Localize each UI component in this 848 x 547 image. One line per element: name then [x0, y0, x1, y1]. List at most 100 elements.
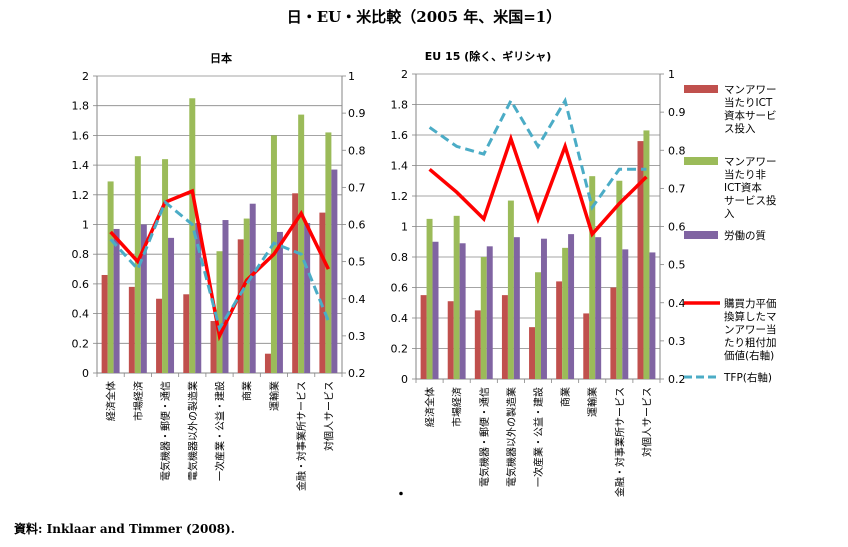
- legend-label-line: マンアワー: [724, 84, 777, 96]
- x-tick-label: 電気機器・郵便・通信: [159, 381, 172, 481]
- bar-nonict: [616, 180, 623, 379]
- x-tick-label: 一次産業・公益・建設: [532, 387, 545, 487]
- legend-label-line: TFP(右軸): [723, 371, 772, 384]
- y2-tick-label: 0.4: [348, 293, 366, 306]
- y2-tick-label: 0.7: [668, 182, 686, 195]
- bar-ict: [128, 286, 135, 373]
- bar-ict: [101, 274, 108, 373]
- y2-tick-label: 1: [668, 68, 675, 81]
- chart-title: 日本: [210, 51, 232, 65]
- y-tick-label: 1: [401, 221, 408, 234]
- y-tick-label: 0: [401, 373, 408, 386]
- y2-tick-label: 1: [348, 70, 355, 83]
- y-tick-label: 0.6: [391, 282, 409, 295]
- chart-title: EU 15 (除く、ギリシャ): [425, 49, 551, 63]
- bar-nonict: [589, 176, 596, 379]
- chart-japan: 日本 0 0.2 0.4 0.6 0.8 1 1.2 1.4 1.6 1.8 2 0.2 0.3 0.4 0.…: [72, 51, 366, 491]
- bar-labor: [540, 238, 547, 379]
- y2-tick-label: 0.9: [348, 107, 366, 120]
- x-tick-label: 市場経済: [132, 381, 145, 421]
- bar-nonict: [643, 130, 650, 379]
- bar-ict: [529, 327, 536, 379]
- bar-nonict: [453, 215, 460, 379]
- x-tick-label: 対個人サービス: [640, 387, 653, 457]
- bar-labor: [249, 203, 256, 373]
- y-tick-label: 0.4: [391, 312, 409, 325]
- x-tick-label: 一次産業・公益・建設: [214, 381, 227, 481]
- bar-ict: [183, 294, 190, 373]
- bar-ict: [210, 321, 217, 373]
- y-tick-label: 1.4: [391, 160, 409, 173]
- y2-tick-label: 0.7: [348, 181, 366, 194]
- bar-nonict: [507, 200, 514, 379]
- bar-labor: [459, 243, 466, 379]
- bar-labor: [622, 249, 629, 379]
- bar-labor: [649, 252, 656, 379]
- bar-labor: [113, 228, 120, 373]
- x-tick-label: 金融・対事業所サービス: [613, 387, 626, 497]
- bar-labor: [595, 237, 602, 379]
- legend-label: TFP(右軸): [723, 371, 772, 384]
- y2-tick-label: 0.5: [348, 256, 366, 269]
- bar-nonict: [216, 251, 223, 373]
- bar-nonict: [298, 114, 305, 374]
- bar-nonict: [107, 181, 114, 373]
- bar-ict: [237, 239, 244, 373]
- legend-label-line: 労働の質: [724, 229, 766, 242]
- y-tick-label: 0.2: [72, 337, 90, 350]
- legend-label-line: 当たり非: [724, 168, 766, 181]
- y2-tick-label: 0.8: [348, 144, 366, 157]
- y-tick-label: 0.6: [72, 278, 90, 291]
- legend-label: 購買力平価換算したマンアワー当たり粗付加価値(右軸): [724, 297, 777, 362]
- bar-ict: [420, 295, 427, 379]
- x-tick-label: 電気機器以外の製造業: [505, 387, 518, 487]
- bar-labor: [331, 169, 338, 373]
- legend-label: マンアワー当たりICT 資本サービス投入: [724, 84, 777, 135]
- legend-label-line: たり粗付加: [724, 336, 777, 349]
- y-tick-label: 1: [82, 219, 89, 232]
- x-tick-label: 市場経済: [451, 387, 464, 427]
- bar-nonict: [162, 159, 169, 373]
- y-tick-label: 2: [401, 68, 408, 81]
- legend-label: 労働の質: [724, 229, 766, 242]
- bar-labor: [432, 241, 439, 379]
- y-tick-label: 0.4: [72, 308, 90, 321]
- line-ppp: [428, 133, 648, 238]
- y-tick-label: 0.8: [391, 251, 409, 264]
- bar-nonict: [325, 132, 332, 373]
- bar-ict: [474, 310, 481, 379]
- y-tick-label: 1.6: [72, 129, 90, 142]
- x-tick-label: 電気機器以外の製造業: [186, 381, 199, 481]
- legend-label-line: ICT資本: [724, 181, 762, 194]
- bar-labor: [513, 237, 520, 379]
- bar-ict: [292, 193, 299, 373]
- y2-tick-label: 0.4: [668, 297, 686, 310]
- bar-ict: [264, 353, 271, 373]
- y2-tick-label: 0.8: [668, 144, 686, 157]
- y-tick-label: 0: [82, 367, 89, 380]
- y-tick-label: 2: [82, 70, 89, 83]
- legend-label-line: 価値(右軸): [724, 349, 774, 362]
- y2-tick-label: 0.2: [348, 367, 366, 380]
- y2-tick-label: 0.9: [668, 106, 686, 119]
- bar-ict: [447, 301, 454, 379]
- bar-nonict: [480, 257, 487, 379]
- legend-label-line: 購買力平価: [724, 297, 777, 310]
- bar-labor: [195, 223, 202, 373]
- y2-tick-label: 0.6: [348, 219, 366, 232]
- y-tick-label: 0.2: [391, 343, 409, 356]
- bar-nonict: [243, 218, 250, 373]
- bar-labor: [276, 231, 283, 373]
- legend-label-line: ス投入: [724, 122, 756, 135]
- y-tick-label: 1.2: [72, 189, 90, 202]
- bar-labor: [222, 220, 229, 373]
- footnote-mark: ・: [394, 487, 408, 503]
- legend-label: マンアワー当たり非 ICT資本サービス投入: [724, 156, 777, 220]
- legend-swatch-ict: [684, 85, 718, 93]
- bar-labor: [168, 237, 175, 373]
- x-tick-label: 金融・対事業所サービス: [295, 381, 308, 491]
- bar-nonict: [189, 98, 196, 374]
- y2-tick-label: 0.2: [668, 373, 686, 386]
- bar-ict: [610, 287, 617, 379]
